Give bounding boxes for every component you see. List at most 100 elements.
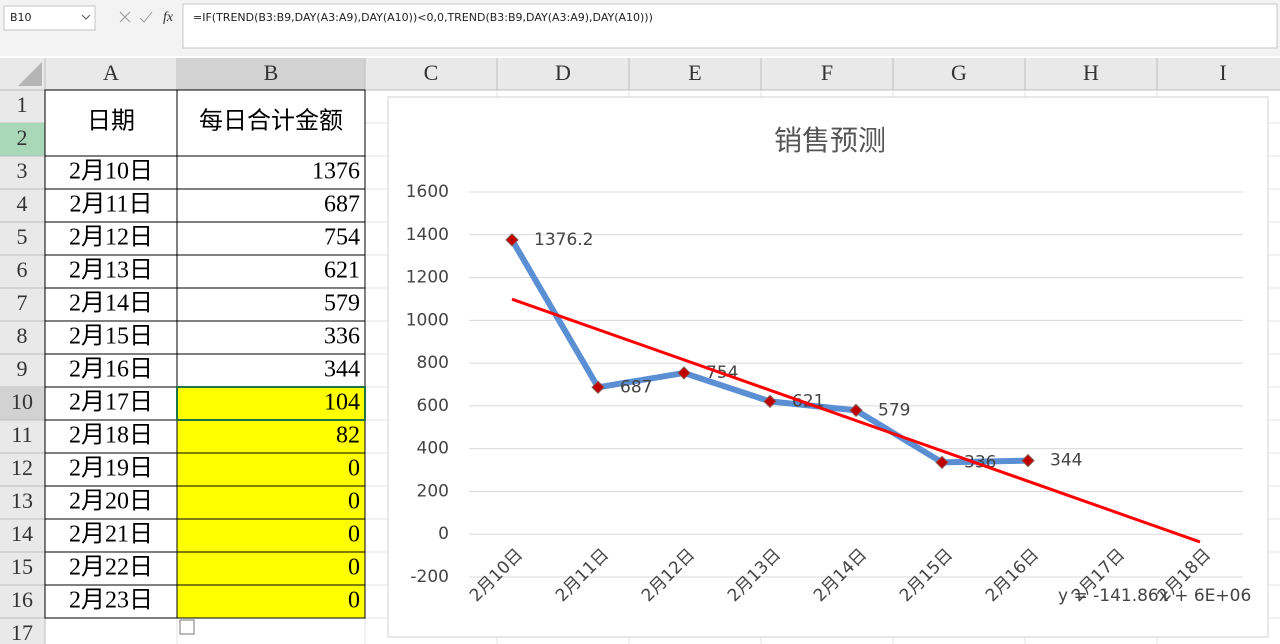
value-cell[interactable] [176,254,366,289]
cancel-icon[interactable] [119,11,131,23]
date-cell[interactable] [44,254,178,289]
column-header[interactable]: A [103,60,119,85]
name-box[interactable] [3,5,96,31]
data-label: 687 [620,377,652,397]
row-header[interactable]: 11 [11,422,32,447]
formula-box[interactable] [182,3,1278,49]
row-header[interactable]: 6 [17,257,28,282]
column-header[interactable]: D [555,60,571,85]
value-cell[interactable] [176,518,366,553]
row-header[interactable]: 10 [11,389,33,414]
date-cell[interactable] [44,485,178,520]
y-tick-label: -200 [410,567,449,587]
value-text: 0 [348,588,360,614]
value-cell[interactable] [176,353,366,388]
value-text: 82 [336,423,360,449]
name-box-text: B10 [10,11,32,24]
trendline-equation: y = -141.86x + 6E+06 [1058,586,1251,606]
dropdown-icon[interactable] [81,14,91,20]
date-cell[interactable] [44,419,178,454]
column-header[interactable]: I [1219,60,1226,85]
header-cell[interactable] [176,89,366,157]
value-cell[interactable] [176,551,366,586]
value-cell[interactable] [176,155,366,190]
enter-icon[interactable] [139,11,153,23]
data-label: 1376.2 [534,230,593,250]
row-header[interactable]: 9 [17,356,28,381]
y-tick-label: 0 [438,524,449,544]
column-header-selected [177,58,365,90]
row-header[interactable]: 3 [17,158,28,183]
date-cell[interactable] [44,386,178,421]
row-header[interactable]: 17 [11,620,33,644]
row-header[interactable]: 16 [11,587,33,612]
row-header[interactable]: 14 [11,521,33,546]
date-text: 2月21日 [69,522,153,548]
select-all[interactable] [18,62,42,86]
value-text: 754 [324,225,360,251]
column-header[interactable]: B [264,60,279,85]
marker [591,380,605,394]
value-text: 0 [348,555,360,581]
chart-area[interactable] [387,96,1269,638]
date-text: 2月11日 [69,192,152,218]
date-cell[interactable] [44,320,178,355]
date-cell[interactable] [44,584,178,619]
column-header[interactable]: F [821,60,833,85]
value-cell[interactable] [176,221,366,256]
marker [763,394,777,409]
value-text: 621 [324,258,360,284]
row-header[interactable]: 2 [17,125,28,150]
value-text: 0 [348,522,360,548]
date-cell[interactable] [44,518,178,553]
date-text: 2月14日 [69,291,153,317]
marker [935,455,949,470]
value-text: 0 [348,489,360,515]
value-text: 579 [324,291,360,317]
paste-options[interactable] [179,619,195,635]
date-text: 2月17日 [69,390,153,416]
date-text: 2月18日 [69,423,153,449]
row-header[interactable]: 1 [17,92,28,117]
row-header[interactable]: 7 [17,290,28,315]
row-header[interactable]: 15 [11,554,33,579]
column-header[interactable]: E [688,60,701,85]
value-cell[interactable] [176,485,366,520]
header-text: 日期 [87,109,135,135]
row-header[interactable]: 12 [11,455,33,480]
y-tick-label: 600 [417,396,449,416]
value-cell[interactable] [176,584,366,619]
date-text: 2月10日 [69,159,153,185]
header-cell[interactable] [44,89,178,157]
marker [505,233,519,247]
column-header[interactable]: H [1083,60,1099,85]
value-cell[interactable] [176,320,366,355]
y-tick-label: 1000 [406,310,449,330]
value-text: 0 [348,456,360,482]
date-text: 2月13日 [69,258,153,284]
row-header[interactable]: 13 [11,488,33,513]
date-text: 2月20日 [69,489,153,515]
value-text: 104 [324,390,360,416]
function-icon[interactable]: fx [163,10,174,25]
y-tick-label: 400 [417,439,449,459]
date-text: 2月23日 [69,588,153,614]
y-tick-label: 200 [417,481,449,501]
marker [677,366,691,380]
date-cell[interactable] [44,452,178,487]
row-header[interactable]: 8 [17,323,28,348]
date-cell[interactable] [44,287,178,322]
date-text: 2月22日 [69,555,153,581]
row-header[interactable]: 4 [17,191,28,216]
marker [849,403,863,418]
date-cell[interactable] [44,221,178,256]
date-text: 2月16日 [69,357,153,383]
date-text: 2月19日 [69,456,153,482]
value-cell[interactable] [176,188,366,223]
column-header[interactable]: C [424,60,439,85]
column-header[interactable]: G [951,60,967,85]
value-text: 344 [324,357,360,383]
value-cell[interactable] [176,452,366,487]
row-header[interactable]: 5 [17,224,28,249]
date-text: 2月15日 [69,324,153,350]
